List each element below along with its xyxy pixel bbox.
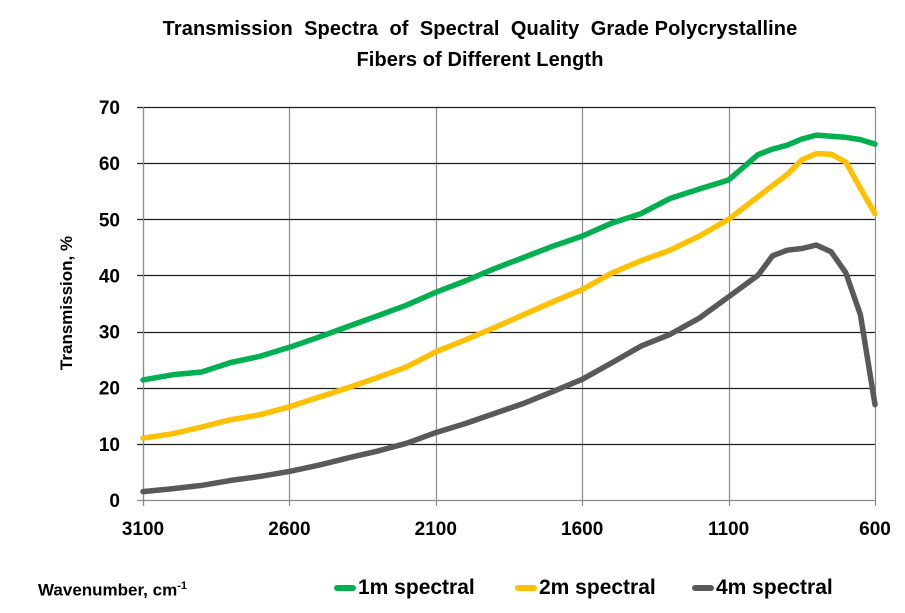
legend-label-4m: 4m spectral	[716, 576, 833, 599]
tick-label-layer: 3100 2600 2100 1600 1100 600 0 10 20 30 40 50 60 70	[99, 98, 891, 540]
y-tick-label-60: 60	[99, 154, 120, 175]
series-line-1m-spectral	[140, 132, 878, 383]
x-axis-title: Wavenumber, cm-1	[38, 580, 187, 601]
y-tick-label-0: 0	[109, 491, 120, 512]
series-points-4m-spectral	[142, 245, 876, 492]
series-layer	[140, 132, 878, 495]
x-tick-label-2600: 2600	[268, 519, 310, 540]
legend-label-1m: 1m spectral	[358, 576, 475, 599]
x-tick-label-600: 600	[859, 519, 891, 540]
x-tick-label-1100: 1100	[708, 519, 749, 540]
legend-item-1m: 1m spectral	[334, 576, 475, 600]
chart-title-line-1: Transmission Spectra of Spectral Quality…	[162, 18, 798, 40]
legend-swatch-4m	[692, 585, 714, 591]
legend-swatch-2m	[515, 585, 537, 591]
legend: Wavenumber, cm-1 1m spectral 2m spectral…	[0, 576, 905, 608]
legend-item-4m: 4m spectral	[692, 576, 833, 600]
grid-layer	[137, 106, 877, 506]
legend-label-2m: 2m spectral	[539, 576, 656, 599]
y-tick-label-20: 20	[99, 379, 120, 400]
series-points-1m-spectral	[142, 135, 876, 380]
chart-title-line-2: Fibers of Different Length	[356, 49, 604, 71]
x-tick-label-3100: 3100	[122, 519, 164, 540]
x-axis-title-text: Wavenumber, cm	[38, 580, 178, 600]
y-tick-label-40: 40	[99, 266, 120, 287]
y-tick-label-50: 50	[99, 210, 120, 231]
y-tick-label-10: 10	[99, 435, 120, 456]
y-axis-title: Transmission, %	[57, 236, 76, 370]
x-axis-title-superscript: -1	[177, 580, 187, 592]
x-tick-label-1600: 1600	[561, 519, 603, 540]
series-line-4m-spectral	[140, 242, 878, 495]
x-tick-label-2100: 2100	[415, 519, 457, 540]
legend-swatch-1m	[334, 585, 356, 591]
chart-title: Transmission Spectra of Spectral Quality…	[0, 14, 905, 76]
y-tick-label-30: 30	[99, 323, 120, 344]
y-tick-label-70: 70	[99, 98, 120, 119]
legend-item-2m: 2m spectral	[515, 576, 656, 600]
series-line-2m-spectral	[140, 150, 878, 441]
series-points-2m-spectral	[142, 153, 876, 439]
